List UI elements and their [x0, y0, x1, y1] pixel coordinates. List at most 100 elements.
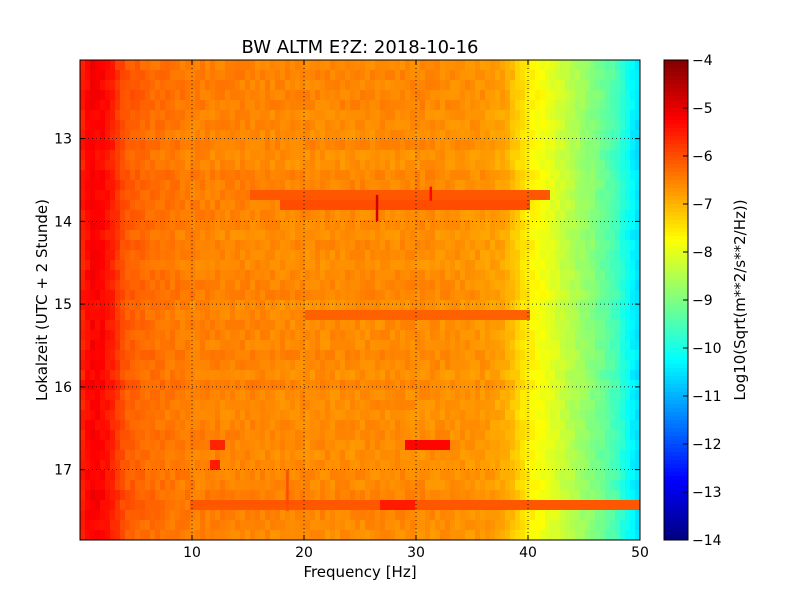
heatmap-cell [150, 480, 156, 491]
heatmap-cell [190, 440, 196, 451]
heatmap-cell [515, 260, 521, 271]
heatmap-cell [375, 290, 381, 301]
heatmap-cell [425, 410, 431, 421]
heatmap-cell [415, 150, 421, 161]
heatmap-cell [505, 250, 511, 261]
heatmap-cell [525, 210, 531, 221]
heatmap-cell [175, 390, 181, 401]
heatmap-cell [225, 230, 231, 241]
heatmap-cell [475, 390, 481, 401]
heatmap-cell [305, 320, 311, 331]
heatmap-cell [455, 360, 461, 371]
heatmap-cell [170, 460, 176, 471]
heatmap-cell [465, 450, 471, 461]
heatmap-cell [625, 120, 631, 131]
heatmap-cell [160, 310, 166, 321]
heatmap-cell [460, 250, 466, 261]
heatmap-cell [200, 120, 206, 131]
heatmap-cell [155, 200, 161, 211]
heatmap-cell [95, 320, 101, 331]
heatmap-cell [575, 470, 581, 481]
heatmap-cell [205, 80, 211, 91]
heatmap-cell [420, 200, 426, 211]
heatmap-cell [345, 420, 351, 431]
heatmap-cell [165, 150, 171, 161]
heatmap-cell [575, 190, 581, 201]
heatmap-cell [230, 240, 236, 251]
heatmap-cell [195, 360, 201, 371]
heatmap-cell [105, 230, 111, 241]
heatmap-cell [550, 330, 556, 341]
heatmap-cell [80, 370, 86, 381]
heatmap-cell [160, 70, 166, 81]
heatmap-cell [255, 70, 261, 81]
heatmap-cell [510, 480, 516, 491]
heatmap-cell [470, 490, 476, 501]
heatmap-cell [370, 70, 376, 81]
heatmap-cell [495, 410, 501, 421]
heatmap-cell [505, 290, 511, 301]
heatmap-cell [155, 460, 161, 471]
heatmap-cell [560, 490, 566, 501]
heatmap-cell [380, 370, 386, 381]
heatmap-cell [215, 230, 221, 241]
heatmap-cell [450, 400, 456, 411]
heatmap-cell [400, 330, 406, 341]
heatmap-cell [170, 200, 176, 211]
heatmap-cell [265, 210, 271, 221]
heatmap-cell [350, 450, 356, 461]
heatmap-cell [220, 230, 226, 241]
heatmap-cell [460, 90, 466, 101]
heatmap-cell [85, 350, 91, 361]
heatmap-cell [555, 320, 561, 331]
heatmap-cell [230, 380, 236, 391]
heatmap-cell [505, 390, 511, 401]
heatmap-cell [515, 390, 521, 401]
heatmap-cell [270, 220, 276, 231]
heatmap-cell [545, 210, 551, 221]
heatmap-cell [525, 120, 531, 131]
heatmap-cell [605, 450, 611, 461]
heatmap-cell [120, 130, 126, 141]
heatmap-cell [495, 150, 501, 161]
heatmap-cell [280, 120, 286, 131]
heatmap-cell [395, 460, 401, 471]
heatmap-cell [280, 280, 286, 291]
heatmap-cell [160, 130, 166, 141]
heatmap-cell [515, 100, 521, 111]
heatmap-cell [230, 80, 236, 91]
heatmap-cell [280, 370, 286, 381]
heatmap-cell [425, 450, 431, 461]
heatmap-cell [95, 450, 101, 461]
heatmap-cell [350, 350, 356, 361]
heatmap-cell [185, 180, 191, 191]
heatmap-cell [405, 500, 411, 511]
heatmap-cell [365, 350, 371, 361]
heatmap-cell [445, 480, 451, 491]
heatmap-cell [540, 470, 546, 481]
heatmap-cell [230, 430, 236, 441]
heatmap-cell [175, 260, 181, 271]
heatmap-cell [135, 250, 141, 261]
heatmap-cell [275, 320, 281, 331]
heatmap-cell [110, 190, 116, 201]
heatmap-cell [290, 360, 296, 371]
heatmap-cell [605, 400, 611, 411]
heatmap-cell [395, 360, 401, 371]
heatmap-cell [435, 150, 441, 161]
heatmap-cell [335, 480, 341, 491]
heatmap-cell [280, 230, 286, 241]
heatmap-cell [265, 160, 271, 171]
heatmap-cell [205, 100, 211, 111]
heatmap-cell [635, 440, 641, 451]
heatmap-cell [210, 230, 216, 241]
heatmap-cell [560, 130, 566, 141]
heatmap-cell [95, 90, 101, 101]
heatmap-cell [145, 290, 151, 301]
heatmap-cell [110, 400, 116, 411]
heatmap-cell [400, 80, 406, 91]
heatmap-cell [255, 230, 261, 241]
heatmap-cell [135, 120, 141, 131]
heatmap-cell [615, 270, 621, 281]
heatmap-cell [535, 320, 541, 331]
